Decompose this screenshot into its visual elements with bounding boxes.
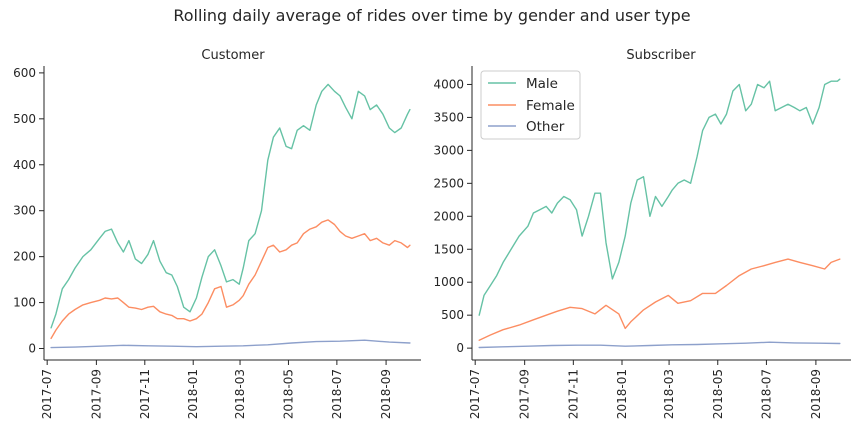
x-tick-label: 2018-03 — [662, 369, 676, 419]
x-tick-label: 2018-09 — [379, 369, 393, 419]
series-layer — [478, 78, 841, 349]
y-tick-label: 3500 — [433, 110, 464, 124]
x-tick-label: 2017-09 — [89, 369, 103, 419]
y-tick-label: 2500 — [433, 176, 464, 190]
x-tick-label: 2018-05 — [711, 369, 725, 419]
x-tick-label: 2017-07 — [468, 369, 482, 419]
y-tick-label: 500 — [13, 112, 36, 126]
y-tick-label: 3000 — [433, 143, 464, 157]
x-tick-label: 2018-05 — [281, 369, 295, 419]
legend-frame — [480, 70, 581, 140]
y-tick-label: 500 — [441, 308, 464, 322]
series-line-female-subscriber — [478, 258, 841, 341]
x-tick-label: 2018-03 — [233, 369, 247, 419]
y-tick-label: 1000 — [433, 275, 464, 289]
y-tick-label: 100 — [13, 296, 36, 310]
y-tick-label: 1500 — [433, 242, 464, 256]
panel-subscriber: Subscriber 0 500 1000 1500 2000 2500 3000 3500 4… — [433, 48, 851, 419]
y-ticks: 0 100 200 300 400 500 600 — [13, 66, 44, 356]
series-line-other-subscriber — [478, 341, 841, 349]
y-tick-label: 0 — [456, 341, 464, 355]
series-line-male-subscriber — [478, 78, 841, 316]
legend: Male Female Other — [480, 70, 581, 140]
panel-title-subscriber: Subscriber — [626, 48, 696, 63]
x-tick-label: 2017-11 — [138, 369, 152, 419]
panel-title-customer: Customer — [201, 48, 265, 63]
legend-label-female: Female — [526, 98, 575, 114]
legend-label-male: Male — [526, 76, 558, 92]
y-tick-label: 400 — [13, 158, 36, 172]
series-line-other-customer — [50, 339, 411, 349]
series-line-male-customer — [50, 83, 411, 329]
legend-label-other: Other — [526, 119, 565, 135]
x-tick-label: 2018-01 — [186, 369, 200, 419]
series-line-female-customer — [50, 219, 411, 340]
series-layer — [50, 83, 411, 349]
y-tick-label: 4000 — [433, 77, 464, 91]
y-ticks: 0 500 1000 1500 2000 2500 3000 3500 4000 — [433, 77, 472, 355]
y-tick-label: 0 — [28, 342, 36, 356]
y-tick-label: 600 — [13, 66, 36, 80]
figure-suptitle: Rolling daily average of rides over time… — [173, 6, 690, 25]
x-ticks: 2017-07 2017-09 2017-11 2018-01 2018-03 2018-… — [40, 360, 393, 419]
y-tick-label: 300 — [13, 204, 36, 218]
x-tick-label: 2017-09 — [518, 369, 532, 419]
x-tick-label: 2017-07 — [40, 369, 54, 419]
x-tick-label: 2018-07 — [759, 369, 773, 419]
x-tick-label: 2018-01 — [615, 369, 629, 419]
x-ticks: 2017-07 2017-09 2017-11 2018-01 2018-03 2018-… — [468, 360, 823, 419]
x-tick-label: 2018-09 — [809, 369, 823, 419]
y-tick-label: 2000 — [433, 209, 464, 223]
y-tick-label: 200 — [13, 250, 36, 264]
x-tick-label: 2017-11 — [566, 369, 580, 419]
x-tick-label: 2018-07 — [330, 369, 344, 419]
